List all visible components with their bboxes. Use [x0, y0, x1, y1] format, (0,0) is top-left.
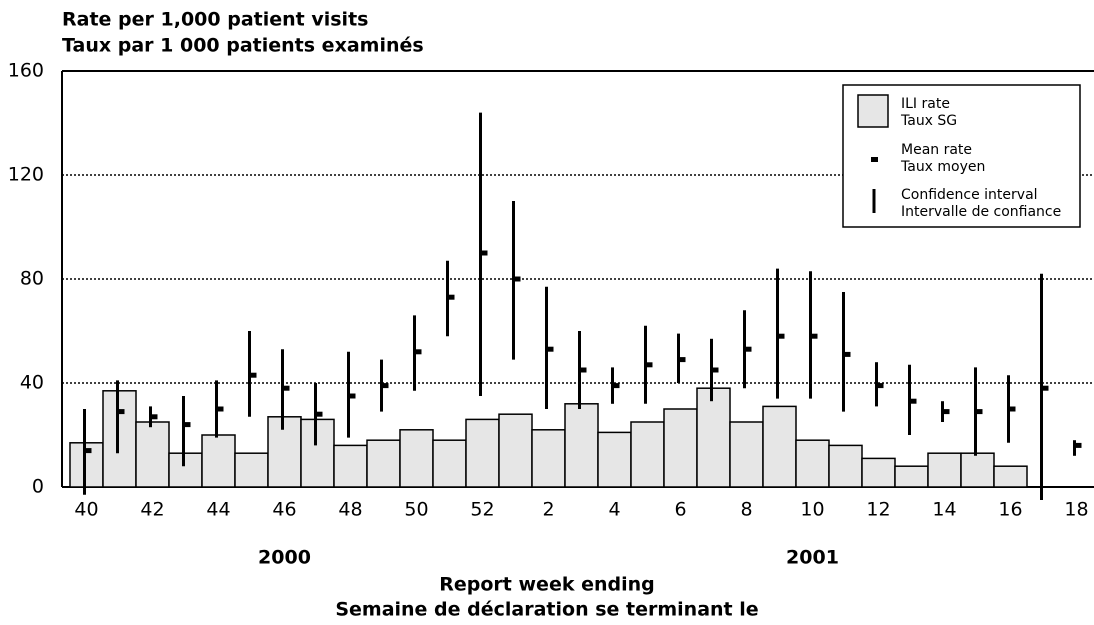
mean-marker — [414, 349, 422, 355]
y-tick-label: 160 — [8, 60, 44, 82]
bar — [597, 431, 632, 488]
legend-label: Taux SG — [900, 113, 957, 129]
mean-marker — [513, 276, 521, 282]
x-tick-label: 16 — [998, 499, 1022, 521]
mean-marker — [645, 362, 653, 368]
mean-marker — [711, 367, 719, 373]
bar — [828, 444, 863, 488]
legend-label: Intervalle de confiance — [901, 204, 1061, 220]
x-tick-label: 40 — [74, 499, 98, 521]
mean-marker — [810, 333, 818, 339]
mean-marker — [183, 422, 191, 428]
x-axis-label-fr: Semaine de déclaration se terminant le — [335, 599, 758, 621]
mean-marker — [381, 383, 389, 389]
mean-marker — [942, 409, 950, 415]
x-tick-label: 52 — [470, 499, 494, 521]
bar — [201, 434, 236, 488]
bar — [267, 416, 302, 488]
mean-marker — [678, 357, 686, 363]
mean-marker — [216, 406, 224, 412]
bar — [465, 418, 500, 488]
bar — [762, 405, 797, 488]
legend-swatch — [871, 157, 878, 162]
bar — [399, 429, 434, 488]
chart-title: Rate per 1,000 patient visits — [62, 9, 368, 31]
mean-marker — [315, 411, 323, 417]
mean-marker — [480, 250, 488, 256]
x-tick-label: 48 — [338, 499, 362, 521]
mean-marker — [975, 409, 983, 415]
x-tick-label: 4 — [608, 499, 620, 521]
x-tick-label: 2 — [542, 499, 554, 521]
bar — [861, 457, 896, 488]
bar — [168, 452, 203, 488]
legend-label: ILI rate — [901, 96, 950, 112]
bar — [894, 465, 929, 488]
mean-marker — [84, 448, 92, 454]
bar — [531, 429, 566, 488]
x-tick-label: 8 — [740, 499, 752, 521]
mean-marker — [282, 385, 290, 391]
x-tick-label: 10 — [800, 499, 824, 521]
mean-marker — [579, 367, 587, 373]
mean-marker — [1041, 385, 1049, 391]
mean-marker — [117, 409, 125, 415]
mean-marker — [612, 383, 620, 389]
bar — [993, 465, 1028, 488]
mean-marker — [909, 398, 917, 404]
bar — [234, 452, 269, 488]
year-label: 2000 — [258, 547, 311, 569]
bar — [927, 452, 962, 488]
legend-label: Taux moyen — [900, 159, 985, 175]
y-tick-label: 0 — [32, 476, 44, 498]
x-tick-label: 50 — [404, 499, 428, 521]
year-label: 2001 — [786, 547, 839, 569]
x-tick-label: 6 — [674, 499, 686, 521]
mean-marker — [150, 414, 158, 420]
bar — [300, 418, 335, 488]
legend-swatch — [857, 94, 889, 128]
y-tick-label: 120 — [8, 164, 44, 186]
bar — [498, 413, 533, 488]
x-tick-label: 14 — [932, 499, 956, 521]
bar — [102, 390, 137, 488]
bar — [366, 439, 401, 488]
mean-marker — [546, 346, 554, 352]
bar — [630, 421, 665, 488]
x-tick-label: 46 — [272, 499, 296, 521]
legend-label: Confidence interval — [901, 187, 1038, 203]
mean-marker — [876, 383, 884, 389]
y-tick-label: 40 — [20, 372, 44, 394]
mean-marker — [777, 333, 785, 339]
x-tick-label: 12 — [866, 499, 890, 521]
mean-marker — [1074, 442, 1082, 448]
mean-marker — [1008, 406, 1016, 412]
bar — [696, 387, 731, 488]
x-tick-label: 42 — [140, 499, 164, 521]
chart-title-fr: Taux par 1 000 patients examinés — [62, 35, 424, 57]
bar — [432, 439, 467, 488]
mean-marker — [348, 393, 356, 399]
bar — [795, 439, 830, 488]
mean-marker — [249, 372, 257, 378]
bar — [663, 408, 698, 488]
bar — [564, 403, 599, 488]
bar — [960, 452, 995, 488]
x-tick-label: 18 — [1064, 499, 1088, 521]
legend-label: Mean rate — [901, 142, 972, 158]
x-tick-label: 44 — [206, 499, 230, 521]
bar — [729, 421, 764, 488]
y-tick-label: 80 — [20, 268, 44, 290]
bar — [333, 444, 368, 488]
x-axis-label: Report week ending — [439, 574, 654, 596]
mean-marker — [843, 351, 851, 357]
mean-marker — [447, 294, 455, 300]
bar — [135, 421, 170, 488]
mean-marker — [744, 346, 752, 352]
